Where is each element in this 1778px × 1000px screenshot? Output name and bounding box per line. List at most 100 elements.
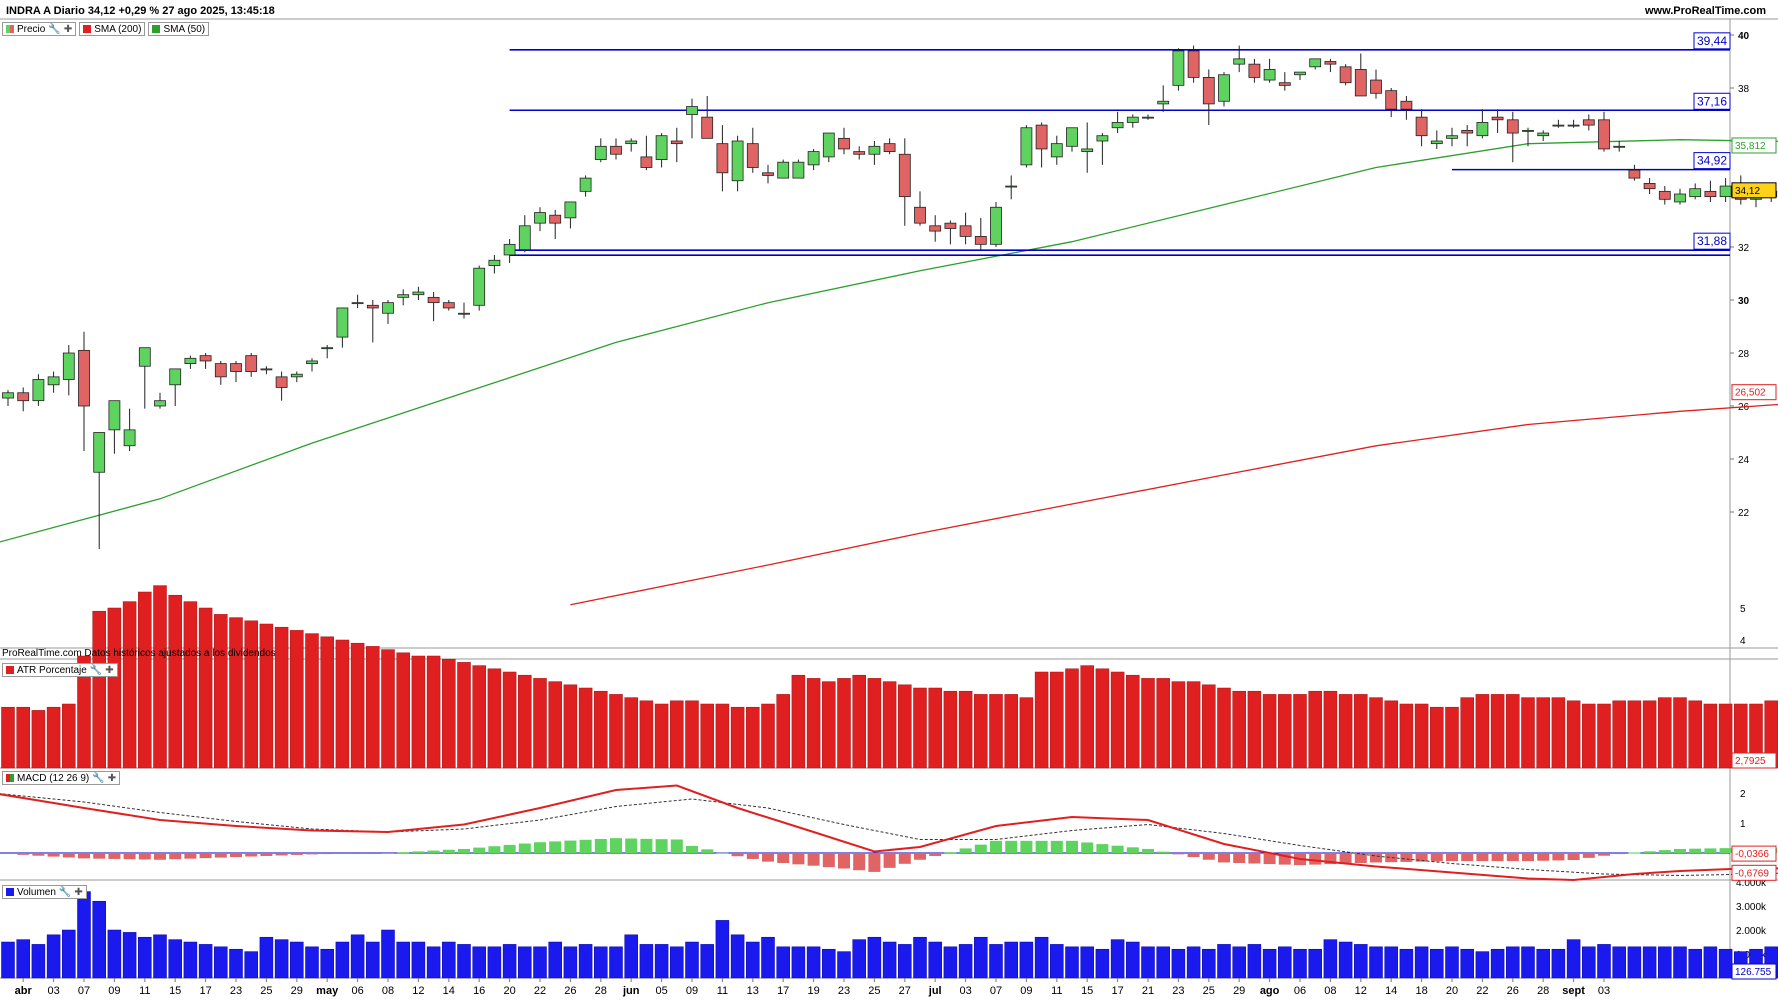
candle-down — [1598, 119, 1610, 150]
date-tick-label: 08 — [382, 985, 394, 997]
date-tick-label: 09 — [686, 985, 698, 997]
volume-bar — [77, 891, 91, 979]
wrench-icon[interactable]: 🔧 — [58, 886, 72, 898]
volume-bar — [290, 941, 304, 979]
volume-bar — [822, 948, 836, 979]
date-tick-label: 26 — [1507, 985, 1519, 997]
legend-sma200[interactable]: SMA (200) — [79, 22, 146, 36]
volume-bar — [654, 944, 669, 979]
volume-bar — [1050, 944, 1064, 979]
date-tick-label: 06 — [1294, 985, 1306, 997]
atr-bar — [624, 697, 638, 769]
candle-up — [2, 392, 14, 399]
legend-price[interactable]: Precio 🔧 ✚ — [2, 22, 77, 36]
atr-bar — [746, 706, 760, 769]
date-tick-label: 29 — [291, 985, 303, 997]
plus-icon[interactable]: ✚ — [74, 886, 83, 898]
site-label[interactable]: www.ProRealTime.com — [1644, 5, 1766, 17]
atr-bar — [1521, 697, 1535, 769]
candle-up — [473, 267, 486, 306]
legend-macd-box[interactable]: MACD (12 26 9) 🔧 ✚ — [2, 771, 121, 785]
macd-histogram-bar — [1385, 853, 1398, 863]
wrench-icon[interactable]: 🔧 — [92, 772, 105, 784]
macd-histogram-bar — [762, 853, 774, 862]
volume-bar — [168, 939, 182, 979]
candle-up — [1081, 148, 1094, 152]
legend-macd-label: MACD (12 26 9) — [17, 772, 90, 784]
candle-up — [1126, 116, 1139, 123]
volume-bar — [730, 934, 745, 979]
plus-icon[interactable]: ✚ — [107, 772, 117, 784]
macd-histogram-bar — [488, 846, 501, 853]
atr-bar — [487, 668, 502, 769]
candle-up — [488, 259, 501, 266]
volume-bar — [1202, 948, 1216, 979]
plus-icon[interactable]: ✚ — [105, 664, 114, 676]
candle-up — [123, 429, 136, 447]
atr-bar — [457, 662, 471, 769]
candle-up — [1233, 58, 1246, 65]
volume-bar — [1293, 948, 1307, 979]
volume-bar — [1095, 948, 1110, 979]
date-tick-label: 29 — [1233, 985, 1245, 997]
volume-bar — [1217, 944, 1231, 979]
legend-volume-box[interactable]: Volumen 🔧 ✚ — [2, 885, 87, 899]
volume-bar — [62, 929, 76, 979]
candle-down — [610, 145, 622, 155]
macd-swatch-icon — [6, 774, 14, 782]
legend-volume: Volumen 🔧 ✚ — [2, 885, 87, 899]
atr-bar — [533, 678, 547, 769]
wrench-icon[interactable]: 🔧 — [48, 23, 61, 35]
macd-histogram-bar — [1370, 853, 1382, 863]
chart-title: INDRA A Diario 34,12 +0,29 % 27 ago 2025… — [6, 5, 275, 17]
macd-histogram-bar — [1461, 853, 1474, 862]
macd-histogram-bar — [184, 853, 197, 859]
volume-bar — [46, 934, 61, 979]
atr-bar — [898, 684, 912, 769]
candle-up — [290, 373, 303, 378]
atr-bar — [168, 594, 182, 769]
macd-histogram-bar — [686, 845, 698, 853]
candle-down — [944, 222, 957, 229]
price-tick-label: 40 — [1738, 31, 1750, 42]
candle-down — [1187, 50, 1200, 78]
date-tick-label: 20 — [1446, 985, 1458, 997]
legend-sma50[interactable]: SMA (50) — [148, 22, 210, 36]
volume-bar — [639, 944, 654, 979]
candle-up — [1218, 74, 1230, 102]
data-note: ProRealTime.com Datos históricos ajustad… — [2, 648, 276, 659]
atr-bar — [852, 674, 866, 769]
candle-up — [686, 106, 698, 115]
volume-bar — [746, 941, 760, 979]
date-tick-label: 03 — [959, 985, 971, 997]
macd-histogram-bar — [1628, 852, 1641, 854]
atr-bar — [1293, 694, 1307, 769]
candle-down — [78, 349, 90, 407]
volume-bar — [837, 951, 851, 979]
candle-up — [1476, 122, 1489, 137]
atr-bar — [1004, 694, 1018, 769]
legend-atr-box[interactable]: ATR Porcentaje 🔧 ✚ — [2, 663, 118, 677]
date-tick-label: 27 — [899, 985, 911, 997]
value-tag-box — [1731, 752, 1777, 769]
value-tag-label: 26,502 — [1735, 388, 1766, 399]
volume-bar — [411, 941, 426, 979]
macd-histogram-bar — [746, 853, 759, 859]
date-tick-label: 13 — [747, 985, 759, 997]
wrench-icon[interactable]: 🔧 — [89, 664, 103, 676]
plus-icon[interactable]: ✚ — [63, 23, 73, 35]
horizontal-level-lines[interactable]: 39,44 37,16 34,92 31,88 — [509, 32, 1731, 256]
macd-histogram-bar — [214, 853, 227, 858]
candle-down — [1582, 119, 1595, 126]
candle-down — [746, 143, 759, 168]
candle-down — [1248, 63, 1261, 78]
candlestick-series — [2, 45, 1778, 550]
atr-bar — [426, 655, 441, 769]
price-tick-label: 38 — [1738, 84, 1750, 95]
volume-bar — [153, 934, 167, 979]
volume-bar — [350, 934, 365, 979]
moving-averages — [0, 139, 1778, 606]
value-tag-label: 34,12 — [1735, 186, 1760, 197]
candle-up — [1020, 127, 1033, 166]
